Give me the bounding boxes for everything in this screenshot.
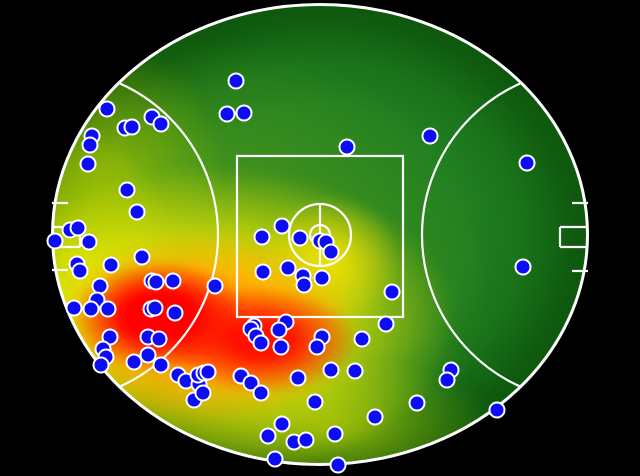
event-dot [421,127,439,145]
event-dot [152,356,170,374]
event-dot [118,181,136,199]
event-dot [252,384,270,402]
event-dot [518,154,536,172]
event-dot [308,338,326,356]
event-dot [71,262,89,280]
event-dot [514,258,532,276]
event-dot [297,431,315,449]
event-dot [377,315,395,333]
event-dot [366,408,384,426]
event-dot [164,272,182,290]
event-dot [259,427,277,445]
event-dot [383,283,401,301]
event-dot [322,243,340,261]
event-dot [272,338,290,356]
right-50m-arc [420,67,586,403]
event-dot [227,72,245,90]
event-dot [346,362,364,380]
event-dot [408,394,426,412]
event-dot [295,276,313,294]
event-dot [133,248,151,266]
event-dot [147,273,165,291]
event-dot [273,415,291,433]
event-dot [69,219,87,237]
event-dot [80,233,98,251]
event-dot [252,334,270,352]
event-dot [150,330,168,348]
event-dot [488,401,506,419]
event-dot [322,361,340,379]
event-dot [266,450,284,468]
event-dot [125,353,143,371]
event-dot [353,330,371,348]
event-dot [65,299,83,317]
left-50m-arc [54,67,220,403]
event-dot [291,229,309,247]
event-dot [279,259,297,277]
event-dot [123,118,141,136]
event-dot [146,299,164,317]
event-dot [326,425,344,443]
event-dot [199,363,217,381]
event-dot [99,300,117,318]
event-dot [313,269,331,287]
event-dot [194,384,212,402]
event-dot [128,203,146,221]
event-dot [79,155,97,173]
event-dot [218,105,236,123]
event-dot [152,115,170,133]
event-dot [166,304,184,322]
event-dot [98,100,116,118]
event-dot [102,256,120,274]
event-dot [206,277,224,295]
event-dot [438,371,456,389]
event-dot [235,104,253,122]
event-dot [139,346,157,364]
event-dot [338,138,356,156]
event-dot [306,393,324,411]
event-dot [92,356,110,374]
event-dot [253,228,271,246]
event-dot [82,300,100,318]
event-dot [273,217,291,235]
event-dot [329,456,347,474]
event-dot [81,136,99,154]
event-dot [270,321,288,339]
event-dot [254,263,272,281]
event-dot [289,369,307,387]
event-dot [46,232,64,250]
centre-square [235,154,405,319]
